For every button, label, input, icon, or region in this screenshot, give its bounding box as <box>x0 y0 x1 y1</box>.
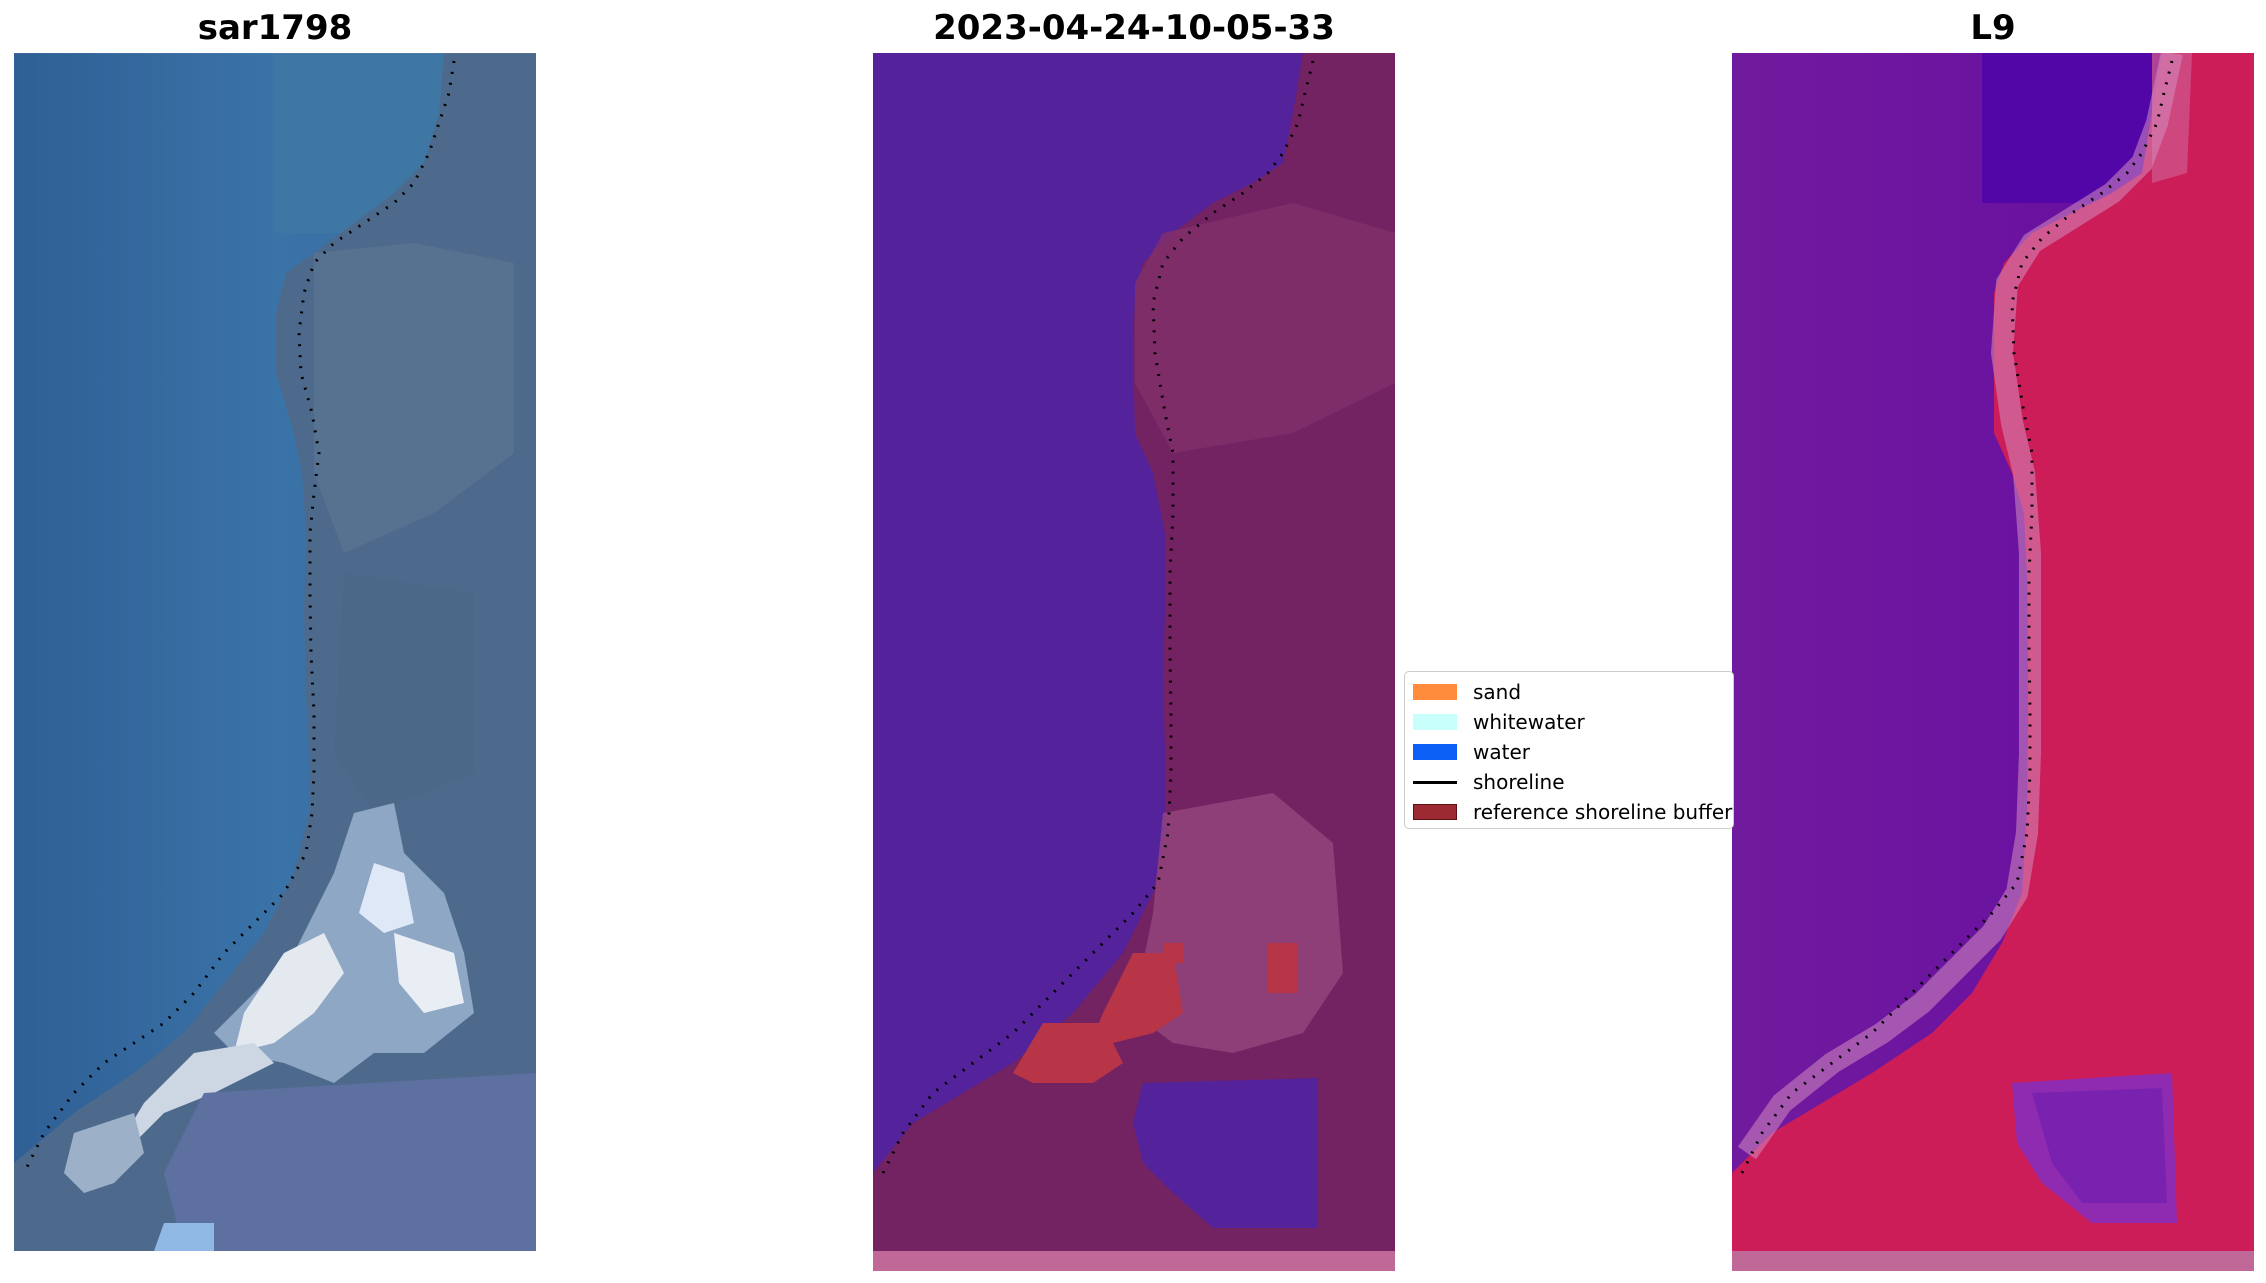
panel-title-rgb: sar1798 <box>197 8 353 48</box>
panel-title-classification: 2023-04-24-10-05-33 <box>933 8 1335 48</box>
legend-label-water: water <box>1473 740 1530 764</box>
legend-item-reference-buffer: reference shoreline buffer <box>1413 799 1732 825</box>
legend-item-whitewater: whitewater <box>1413 709 1585 735</box>
classification-panel <box>873 53 1395 1271</box>
legend-label-whitewater: whitewater <box>1473 710 1585 734</box>
shoreline-swatch <box>1413 780 1457 784</box>
index-image <box>1732 53 2254 1271</box>
index-panel <box>1732 53 2254 1271</box>
legend-item-shoreline: shoreline <box>1413 769 1565 795</box>
legend-label-sand: sand <box>1473 680 1522 704</box>
reference-buffer-swatch <box>1413 804 1457 820</box>
legend-item-sand: sand <box>1413 679 1521 705</box>
legend-label-shoreline: shoreline <box>1473 770 1565 794</box>
whitewater-swatch <box>1413 714 1457 730</box>
panel-title-index: L9 <box>1970 8 2016 48</box>
rgb-image-panel <box>14 53 536 1251</box>
rgb-image <box>14 53 536 1251</box>
legend: sand whitewater water shoreline referenc… <box>1404 671 1734 829</box>
classification-image <box>873 53 1395 1271</box>
legend-item-water: water <box>1413 739 1530 765</box>
water-swatch <box>1413 744 1457 760</box>
legend-label-reference-buffer: reference shoreline buffer <box>1473 800 1733 824</box>
sand-swatch <box>1413 684 1457 700</box>
